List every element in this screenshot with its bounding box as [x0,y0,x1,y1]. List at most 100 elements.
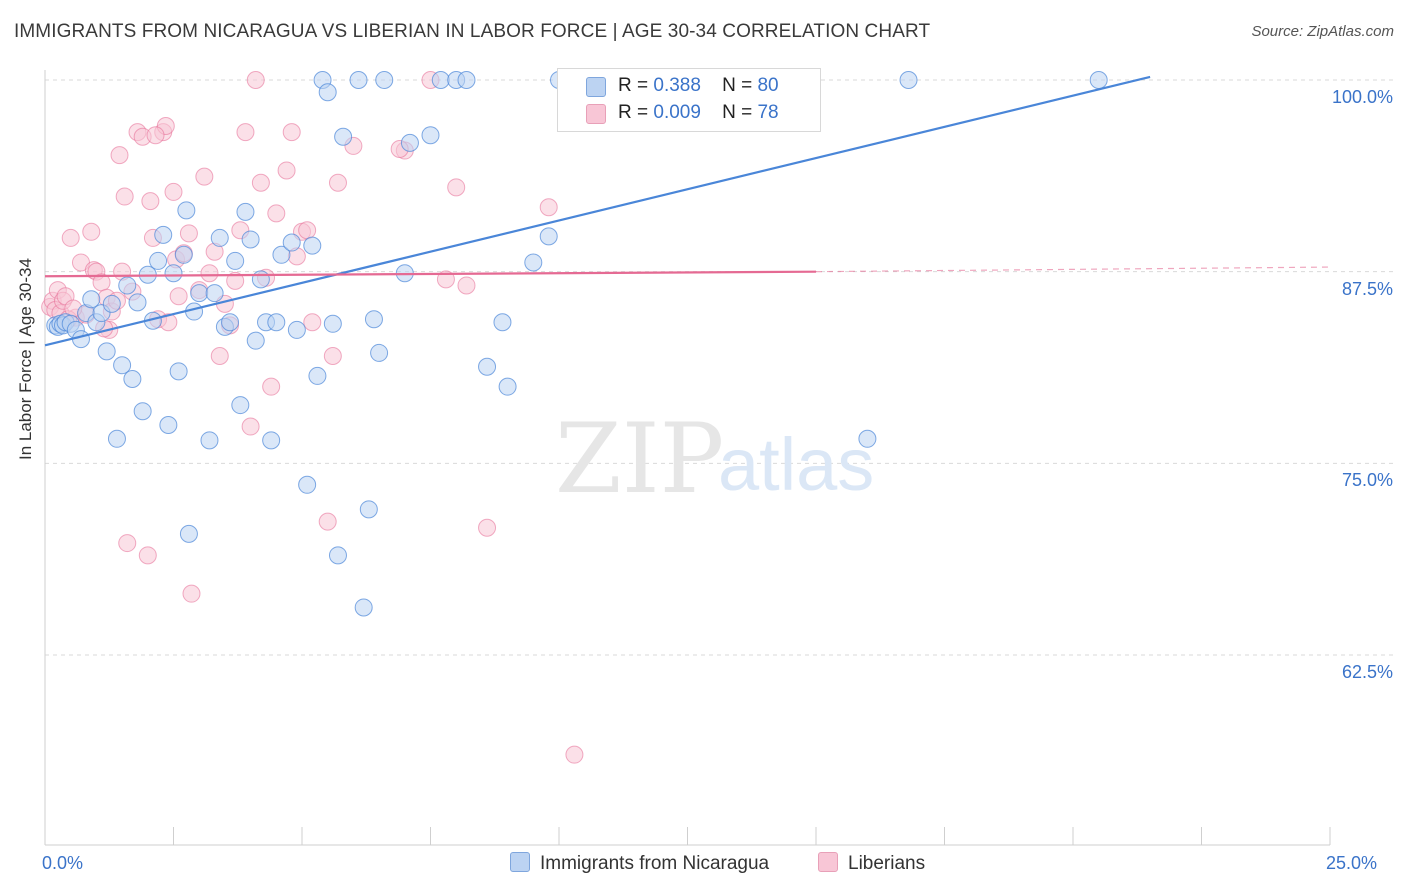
point-liberians [200,264,219,283]
grid-lines [45,79,1395,656]
point-liberians [169,287,188,306]
point-nicaragua [102,294,121,313]
point-liberians [110,146,129,165]
y-axis-label: In Labor Force | Age 30-34 [16,258,35,460]
point-nicaragua [128,293,147,312]
legend-r-value-liberians: 0.009 [653,102,701,123]
y-tick-label: 62.5% [1341,662,1393,682]
point-nicaragua [231,396,250,415]
point-nicaragua [107,429,126,448]
point-liberians [146,126,165,145]
point-nicaragua [354,598,373,617]
data-points [41,71,1108,764]
point-nicaragua [133,402,152,421]
point-nicaragua [210,228,229,247]
point-nicaragua [262,431,281,450]
point-nicaragua [205,284,224,303]
point-nicaragua [1089,71,1108,89]
x-tick-label-max: 25.0% [1326,853,1378,873]
point-nicaragua [200,431,219,450]
point-nicaragua [364,310,383,329]
point-nicaragua [174,245,193,264]
y-tick-label: 100.0% [1331,87,1393,107]
point-liberians [447,178,466,197]
point-nicaragua [899,71,918,89]
point-nicaragua [190,284,209,303]
point-nicaragua [226,251,245,270]
legend-n-value-liberians: 78 [757,102,779,123]
point-liberians [539,198,558,217]
point-nicaragua [71,330,90,349]
trend-line-liberians [44,270,817,278]
point-nicaragua [370,343,389,362]
chart-title: IMMIGRANTS FROM NICARAGUA VS LIBERIAN IN… [14,21,931,42]
point-liberians [277,161,296,180]
point-nicaragua [493,313,512,332]
point-nicaragua [154,225,173,244]
point-liberians [182,584,201,603]
point-liberians [241,417,260,436]
legend-n-label: N = [722,102,753,123]
point-nicaragua [123,370,142,388]
point-liberians [323,347,342,365]
point-nicaragua [236,202,255,221]
point-nicaragua [179,524,198,543]
point-liberians [141,192,160,211]
point-nicaragua [334,127,353,146]
point-liberians [282,123,301,142]
trend-lines [44,75,1331,347]
point-nicaragua [82,290,101,309]
point-nicaragua [267,313,286,332]
point-liberians [262,377,281,396]
point-nicaragua [303,236,322,255]
point-liberians [318,512,337,531]
point-nicaragua [246,331,265,350]
legend-n-label: N = [722,75,753,96]
point-liberians [115,187,134,206]
point-liberians [267,204,286,223]
point-liberians [118,534,137,553]
point-liberians [298,221,317,240]
point-nicaragua [478,357,497,376]
point-liberians [195,167,214,186]
x-tick-label-min: 0.0% [42,853,84,873]
y-tick-label: 75.0% [1341,470,1393,491]
point-liberians [179,224,198,243]
point-nicaragua [282,233,301,252]
legend-r-label: R = [618,102,649,123]
point-nicaragua [118,276,137,295]
point-nicaragua [431,71,450,89]
point-nicaragua [177,201,196,220]
bottom-legend-label-nicaragua: Immigrants from Nicaragua [540,853,770,874]
point-nicaragua [323,314,342,333]
point-nicaragua [421,126,440,145]
point-liberians [82,222,101,241]
point-nicaragua [308,366,327,385]
point-nicaragua [164,264,183,283]
legend-swatch-liberians [586,104,606,124]
trend-line-extension-liberians [815,266,1331,273]
point-liberians [565,745,584,764]
point-nicaragua [113,356,132,375]
point-nicaragua [241,230,260,249]
point-liberians [478,518,497,537]
bottom-legend-liberians[interactable]: Liberians [818,852,925,875]
point-nicaragua [524,253,543,272]
correlation-legend: R = 0.388 N = 80 R = 0.009 N = 78 [557,68,821,132]
legend-swatch-nicaragua [586,77,606,97]
point-liberians [251,173,270,192]
point-liberians [61,228,80,247]
point-nicaragua [251,270,270,289]
source-label: Source: ZipAtlas.com [1251,23,1394,40]
point-liberians [246,71,265,89]
point-liberians [226,271,245,290]
point-nicaragua [169,362,188,381]
point-nicaragua [349,71,368,89]
point-liberians [328,173,347,192]
trend-line-nicaragua [44,75,1151,347]
bottom-legend-nicaragua[interactable]: Immigrants from Nicaragua [510,852,769,875]
point-nicaragua [97,342,116,361]
point-nicaragua [287,320,306,339]
point-liberians [457,276,476,295]
